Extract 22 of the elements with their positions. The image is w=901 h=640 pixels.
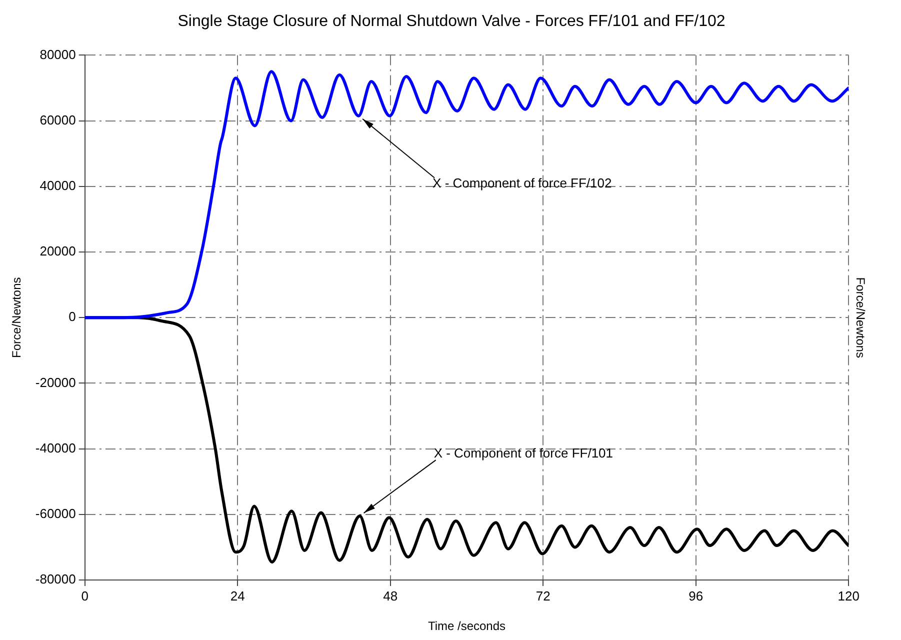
chart-title: Single Stage Closure of Normal Shutdown Valve - Forces FF/101 and FF/102: [178, 13, 726, 30]
y-tick-label: -40000: [35, 440, 76, 456]
y-tick-label: 20000: [40, 244, 76, 259]
y-tick-label: 80000: [40, 46, 76, 62]
x-tick-label: 24: [230, 588, 245, 604]
y-tick-label: 60000: [40, 112, 76, 128]
y2-axis-title: Force/Newtons: [853, 277, 868, 358]
y-tick-label: -80000: [35, 572, 76, 587]
x-tick-label: 0: [81, 588, 88, 604]
annotation: X - Component of force FF/101: [434, 446, 614, 461]
line-series: [84, 70, 849, 320]
y-tick-label: 40000: [40, 178, 76, 193]
x-tick-label: 48: [383, 588, 398, 604]
y-axis-title: Force/Newtons: [10, 277, 24, 358]
x-tick-label: 96: [688, 588, 704, 604]
y-tick-label: -60000: [35, 506, 76, 521]
x-axis-title: Time /seconds: [428, 619, 506, 634]
y-tick-label: 0: [68, 309, 76, 324]
x-tick-label: 120: [838, 588, 860, 604]
x-tick-label: 72: [536, 588, 550, 604]
annotation: X - Component of force FF/102: [432, 175, 612, 190]
y-tick-label: -20000: [35, 374, 76, 390]
